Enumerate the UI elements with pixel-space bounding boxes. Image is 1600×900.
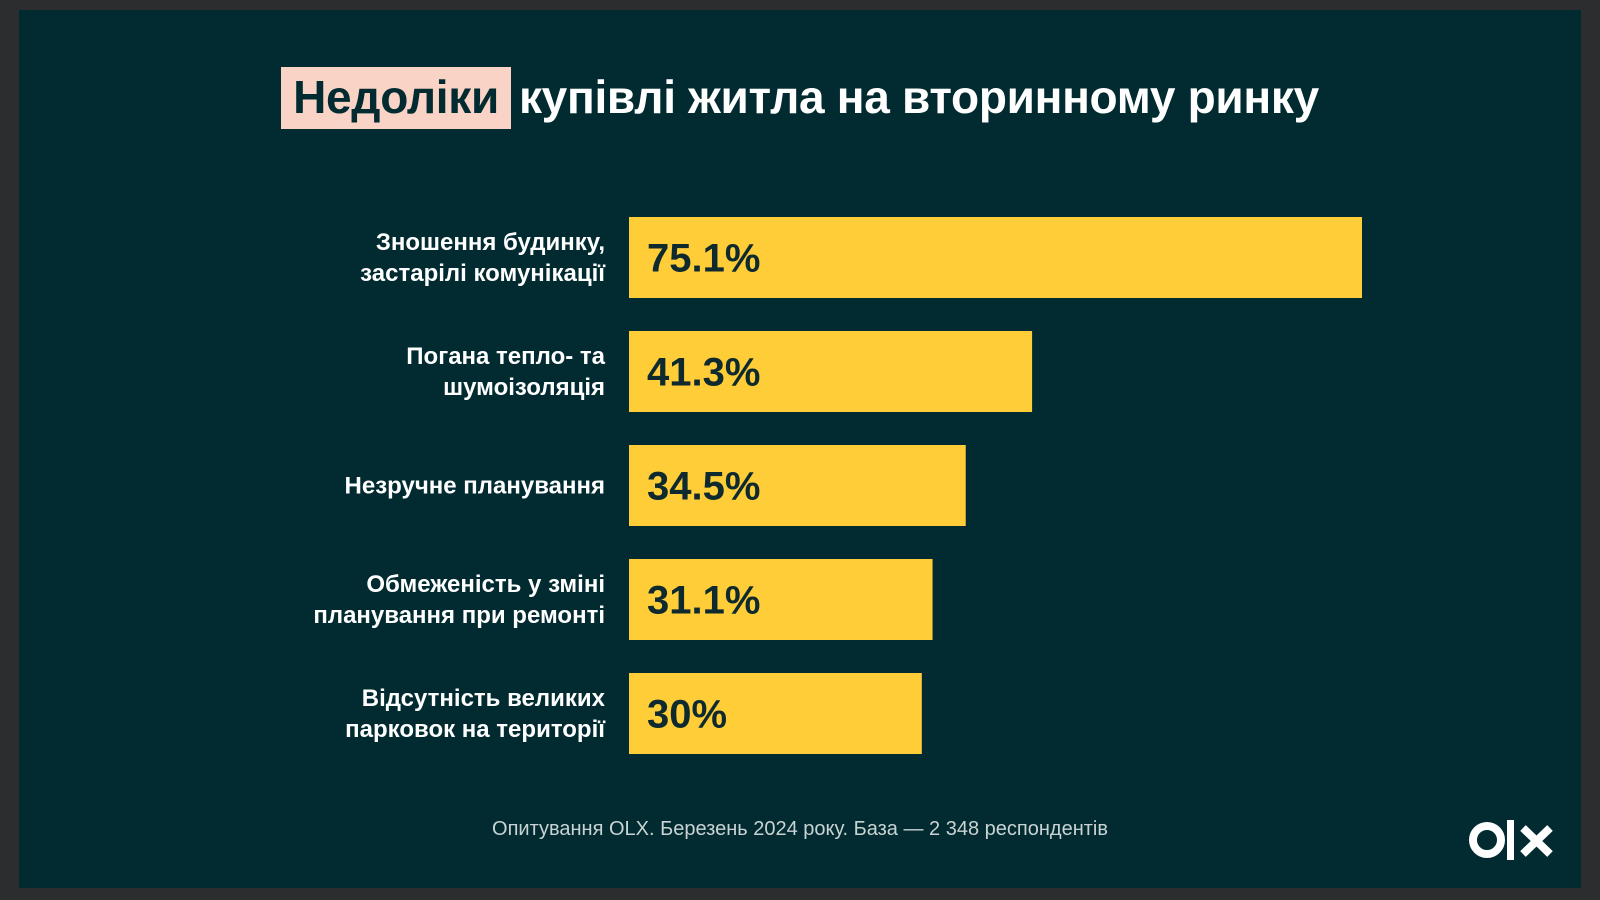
chart-title: Недоліки купівлі житла на вторинному ринк…	[19, 67, 1581, 129]
category-label: Обмеженість у зміні планування при ремонт…	[313, 571, 605, 629]
title-highlight: Недоліки	[281, 67, 511, 129]
bar	[629, 559, 933, 640]
bar-value-label: 31.1%	[647, 579, 760, 623]
olx-logo-icon	[1469, 820, 1553, 860]
title-rest: купівлі житла на вторинному ринку	[518, 71, 1319, 123]
bar	[629, 217, 1362, 298]
bar	[629, 673, 922, 754]
bar-value-label: 41.3%	[647, 351, 760, 395]
bar-value-label: 34.5%	[647, 465, 760, 509]
category-label: Незручне планування	[345, 473, 605, 500]
category-label: Відсутність великих парковок на території	[345, 685, 606, 743]
category-label: Погана тепло- та шумоізоляція	[406, 343, 605, 401]
bar	[629, 331, 1033, 412]
bar	[629, 445, 966, 526]
category-label: Зношення будинку, застарілі комунікації	[360, 229, 606, 287]
bar-value-label: 75.1%	[647, 237, 760, 281]
bar-value-label: 30%	[647, 693, 727, 737]
footnote: Опитування OLX. Березень 2024 року. База…	[492, 818, 1108, 840]
